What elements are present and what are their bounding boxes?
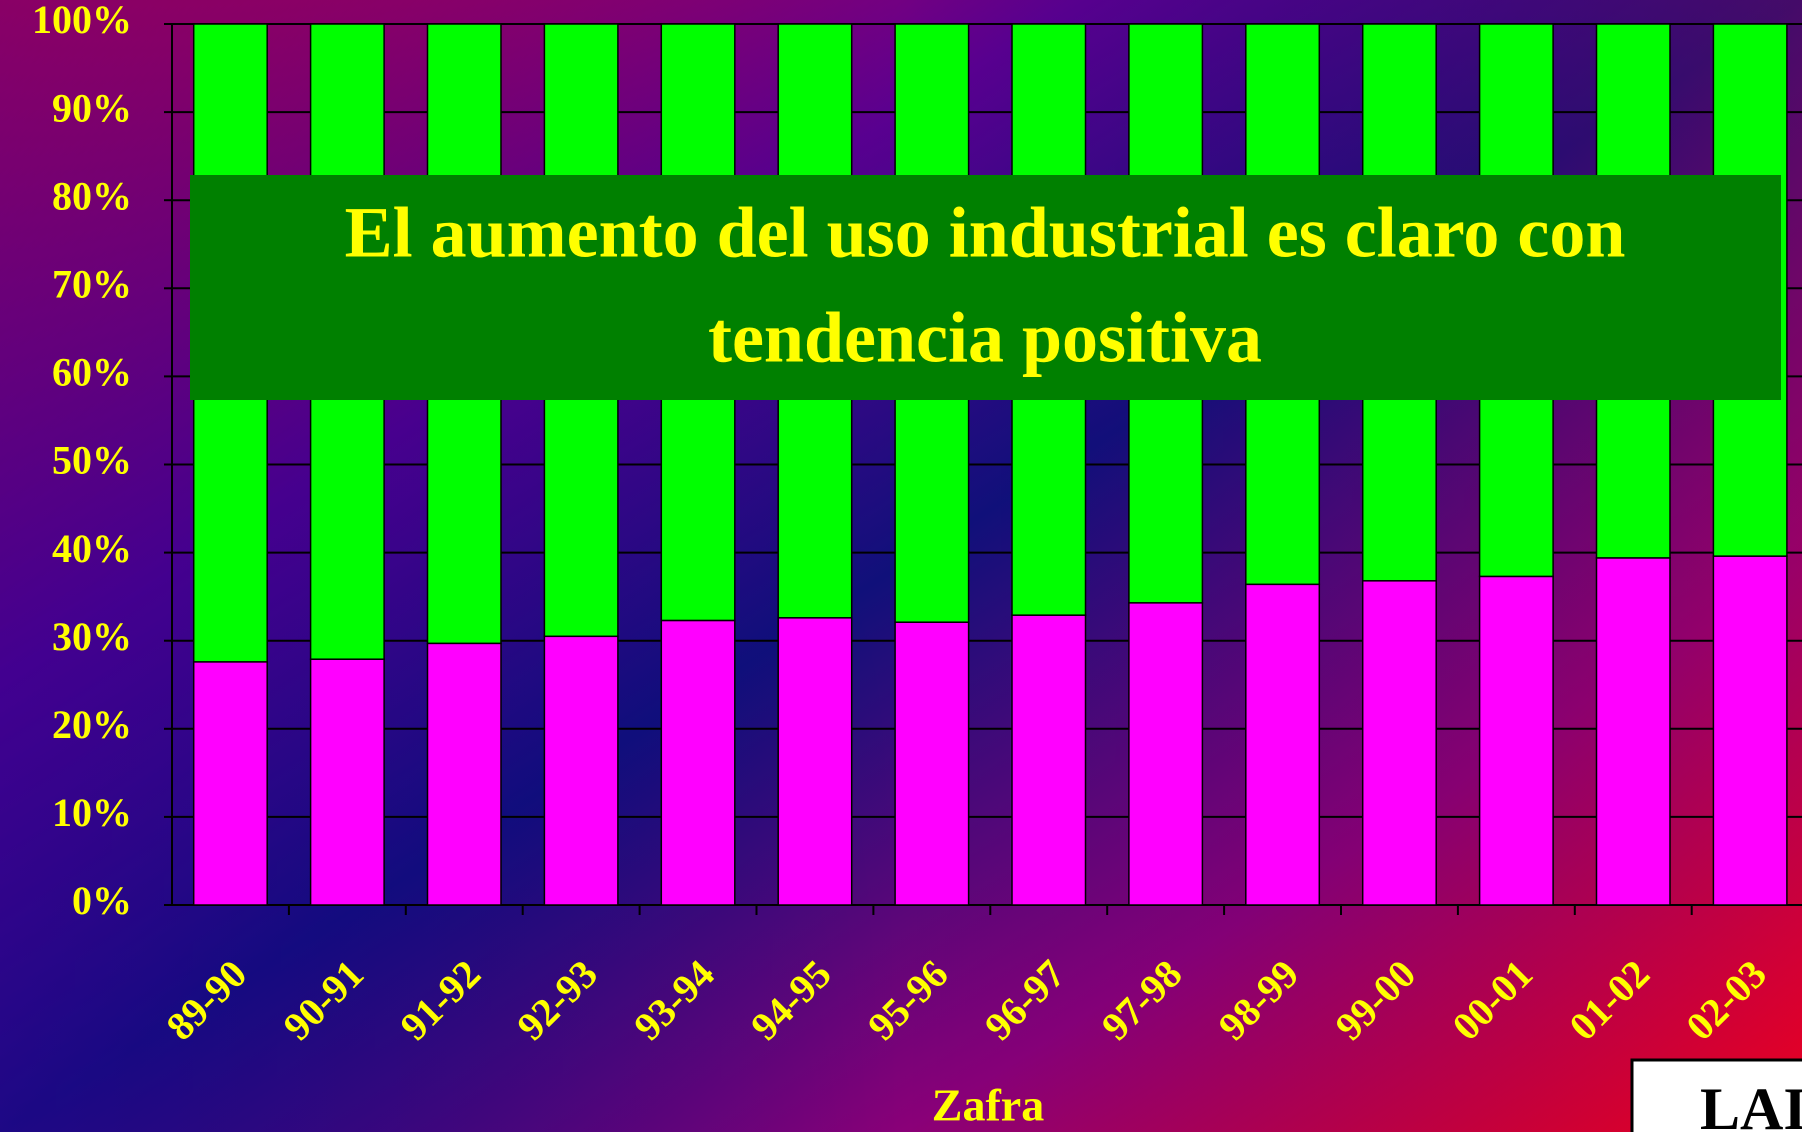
annotation: tendencia positiva (708, 298, 1262, 378)
bar-segment (660, 619, 736, 906)
annotation: El aumento del uso industrial es claro c… (345, 193, 1626, 273)
bar-segment (1245, 583, 1321, 906)
y-tick-label: 10% (52, 790, 132, 835)
y-tick-label: 70% (52, 261, 132, 306)
y-tick-label: 40% (52, 526, 132, 571)
y-tick-label: 100% (32, 0, 132, 42)
y-tick-label: 0% (72, 878, 132, 923)
bar-segment (1595, 557, 1671, 906)
bar-segment (543, 635, 619, 906)
bar-segment (777, 617, 853, 906)
y-tick-label: 60% (52, 350, 132, 395)
y-tick-label: 20% (52, 702, 132, 747)
y-tick-label: 50% (52, 438, 132, 483)
x-axis-label: Zafra (932, 1080, 1044, 1131)
y-tick-label: 30% (52, 614, 132, 659)
bar-segment (192, 661, 268, 906)
logo-box (1630, 1058, 1802, 1132)
bar-segment (1478, 575, 1554, 906)
bar-segment (1011, 614, 1087, 906)
bar-segment (1712, 555, 1788, 906)
annotation-box (190, 175, 1781, 400)
bar-segment (1128, 602, 1204, 906)
bar-segment (309, 658, 385, 906)
y-tick-label: 80% (52, 173, 132, 218)
y-tick-label: 90% (52, 85, 132, 130)
bar-segment (1361, 580, 1437, 906)
bar-segment (894, 621, 970, 906)
logo: LAIC (1700, 1076, 1802, 1132)
bar-segment (426, 642, 502, 906)
